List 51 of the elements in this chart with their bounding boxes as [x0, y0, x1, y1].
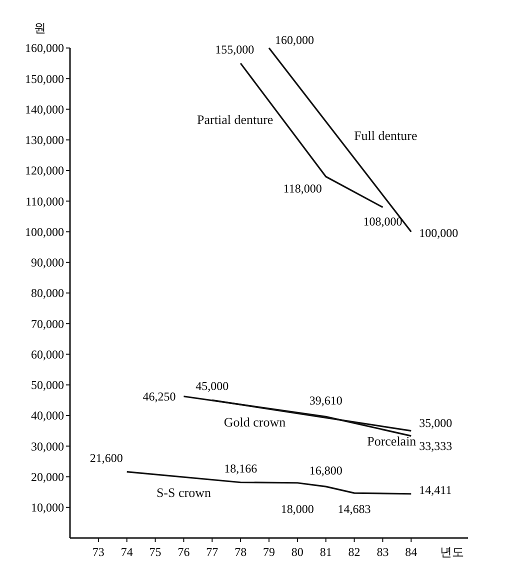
y-tick-label: 60,000: [31, 347, 64, 362]
data-label: 39,610: [309, 394, 342, 408]
x-axis-title: 년도: [440, 545, 464, 559]
y-tick-label: 20,000: [31, 470, 64, 484]
data-label: 118,000: [283, 182, 322, 196]
x-tick-label: 80: [291, 545, 304, 559]
y-tick-label: 70,000: [31, 316, 64, 331]
data-label: 16,800: [309, 464, 342, 478]
data-label: 35,000: [419, 416, 452, 430]
data-label: 18,000: [280, 502, 314, 516]
data-label: 46,250: [142, 389, 176, 404]
x-tick-label: 83: [376, 545, 389, 559]
series-label: Full denture: [354, 128, 418, 143]
y-tick-label: 130,000: [25, 133, 64, 148]
y-tick-label: 120,000: [25, 164, 64, 178]
x-tick-label: 81: [320, 545, 332, 559]
x-tick-label: 79: [263, 545, 275, 559]
x-tick-label: 76: [178, 545, 190, 559]
series-label: Porcelain: [367, 434, 417, 448]
data-label: 21,600: [90, 450, 123, 465]
series-label: Partial denture: [197, 112, 274, 127]
data-label: 108,000: [363, 214, 402, 228]
x-tick-label: 74: [120, 545, 133, 559]
data-label: 160,000: [275, 33, 314, 47]
y-tick-label: 160,000: [25, 41, 64, 56]
data-label: 33,333: [419, 438, 452, 453]
data-label: 18,166: [224, 461, 258, 476]
data-label: 45,000: [196, 379, 229, 394]
y-tick-label: 50,000: [31, 378, 64, 392]
y-tick-label: 80,000: [31, 286, 64, 300]
y-tick-label: 10,000: [31, 500, 64, 515]
y-tick-label: 90,000: [31, 256, 64, 270]
y-tick-label: 100,000: [25, 224, 64, 239]
data-label: 14,683: [338, 502, 371, 516]
data-label: 155,000: [215, 42, 254, 56]
series-label: S-S crown: [156, 485, 212, 500]
x-tick-label: 77: [206, 545, 218, 559]
y-tick-label: 30,000: [31, 439, 64, 454]
data-label: 100,000: [419, 226, 458, 240]
y-axis-title: 원: [34, 21, 46, 35]
data-label: 14,411: [419, 482, 452, 497]
x-tick-label: 73: [92, 545, 104, 559]
y-tick-label: 140,000: [25, 102, 64, 116]
x-tick-label: 75: [149, 545, 162, 559]
y-tick-label: 150,000: [25, 72, 64, 86]
y-tick-label: 40,000: [31, 408, 64, 423]
series-label: Gold crown: [224, 414, 286, 430]
x-tick-label: 84: [405, 545, 418, 559]
x-tick-label: 78: [234, 545, 247, 559]
y-tick-label: 110,000: [25, 194, 64, 208]
x-tick-label: 82: [348, 545, 360, 559]
